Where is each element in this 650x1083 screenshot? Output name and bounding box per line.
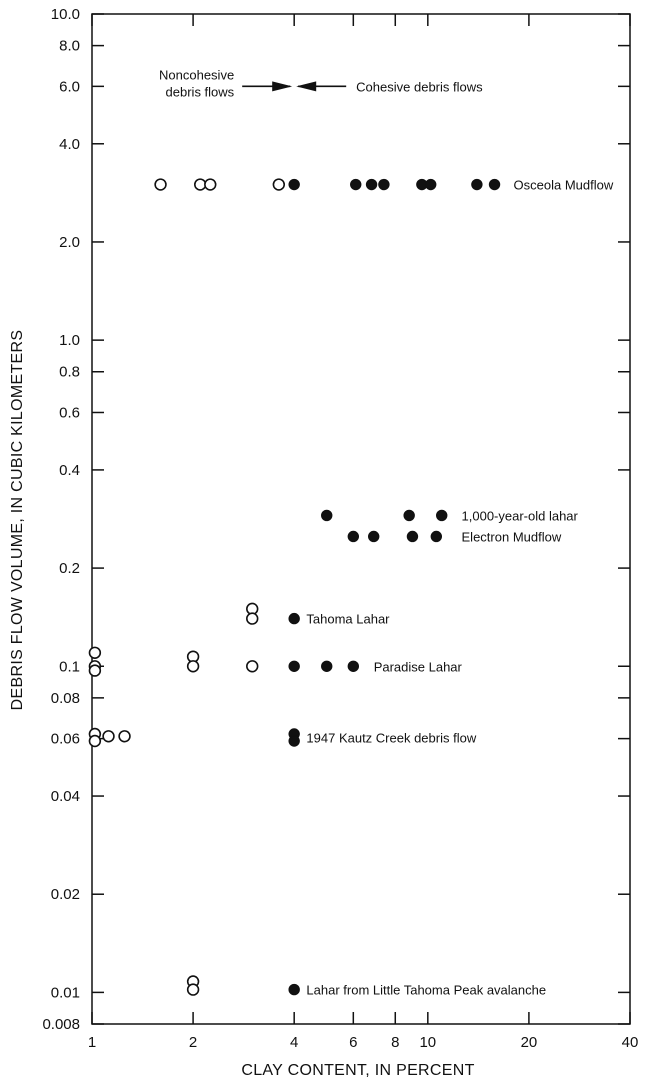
point-annotation: Tahoma Lahar [306,612,390,627]
filled-circle-point [321,660,333,672]
data-points [88,178,501,996]
y-tick-label: 0.06 [51,731,80,748]
filled-circle-point [403,509,415,522]
filled-circle-point [321,509,333,522]
x-tick-label: 2 [189,1034,197,1051]
point-annotation: Paradise Lahar [374,659,463,674]
noncohesive-arrow-head [272,81,293,92]
open-circle-point [272,178,286,191]
open-circle-point [102,730,115,743]
cohesion-divider: Noncohesive debris flows Cohesive debris f… [159,67,483,99]
plot-border [91,13,631,1025]
cohesive-label: Cohesive debris flows [356,79,483,94]
filled-circle-point [406,530,419,543]
open-circle-point [246,612,259,625]
x-tick-label: 1 [88,1034,96,1051]
open-circle-point [246,660,259,673]
filled-circle-point [288,983,300,996]
filled-circle-point [288,178,300,191]
point-annotation: 1947 Kautz Creek debris flow [306,730,476,745]
filled-circle-point [488,178,501,191]
x-tick-label: 4 [290,1034,298,1051]
x-tick-label: 10 [419,1034,436,1051]
x-axis-title: CLAY CONTENT, IN PERCENT [241,1062,474,1079]
open-circle-point [204,178,217,191]
open-circle-point [118,730,131,743]
axis-tick-labels: 10.0 8.0 6.0 4.0 2.0 1.0 0.8 0.6 0.4 0.2 0.1 0.08 0.… [42,6,638,1051]
y-tick-label: 0.01 [51,984,80,1001]
filled-circle-point [365,178,378,191]
y-tick-label: 0.2 [59,560,80,577]
x-tick-label: 8 [391,1034,399,1051]
point-annotation: Lahar from Little Tahoma Peak avalanche [306,983,546,998]
filled-circle-point [471,178,483,191]
filled-circle-point [347,660,360,672]
filled-circle-point [288,735,300,747]
filled-circle-point [430,530,443,543]
noncohesive-label-line1: Noncohesive [159,67,234,82]
open-circle-point [186,660,200,673]
filled-circle-point [378,178,390,191]
x-tick-label: 20 [521,1034,538,1051]
plot-frame [91,13,631,1025]
y-tick-label: 10.0 [51,6,80,23]
y-tick-label: 2.0 [59,234,80,251]
y-tick-label: 0.8 [59,364,80,381]
y-tick-label: 0.6 [59,404,80,421]
point-annotation: Osceola Mudflow [514,178,614,193]
x-tick-label: 6 [349,1034,357,1051]
axis-ticks [91,13,631,1025]
cohesive-arrow-head [296,81,317,92]
y-tick-label: 0.08 [51,690,80,707]
y-tick-label: 6.0 [59,78,80,95]
y-axis-title: DEBRIS FLOW VOLUME, IN CUBIC KILOMETERS [9,330,26,711]
point-annotation: Electron Mudflow [462,529,562,544]
filled-circle-point [368,530,380,543]
annotations: Osceola Mudflow 1,000-year-old lahar Elect… [306,178,613,998]
open-circle-point [154,178,167,191]
y-tick-label: 0.1 [59,658,80,675]
y-tick-label: 4.0 [59,136,80,153]
filled-circle-point [288,612,300,625]
filled-circle-point [288,660,300,672]
filled-circle-point [425,178,437,191]
y-tick-label: 0.008 [42,1016,80,1033]
open-circle-point [88,646,102,659]
open-circle-point [186,983,200,996]
filled-circle-point [347,530,360,543]
x-tick-label: 40 [622,1034,639,1051]
y-tick-label: 0.02 [51,886,80,903]
filled-circle-point [436,509,448,522]
y-tick-label: 1.0 [59,332,80,349]
y-tick-label: 0.4 [59,462,80,479]
open-circle-point [88,734,102,748]
filled-circle-point [350,178,362,191]
open-circle-point [88,664,102,677]
point-annotation: 1,000-year-old lahar [462,508,579,523]
open-circle-point [194,178,207,191]
noncohesive-label-line2: debris flows [166,84,235,99]
y-tick-label: 0.04 [51,788,80,805]
y-tick-label: 8.0 [59,38,80,55]
